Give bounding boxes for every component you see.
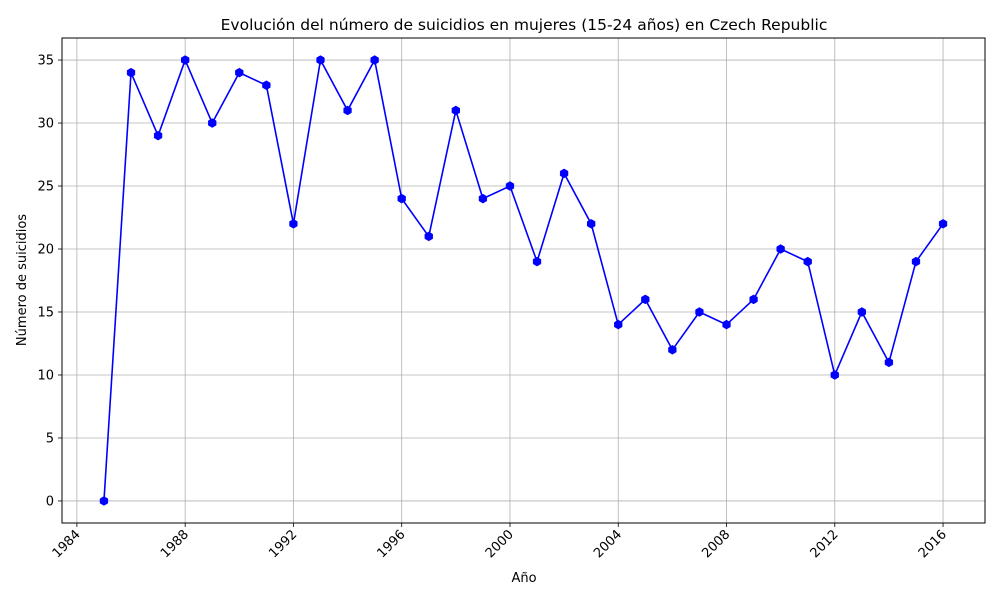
- data-point-marker: [99, 496, 109, 506]
- data-point-marker: [938, 219, 948, 229]
- y-tick-label: 10: [37, 368, 54, 383]
- y-tick-label: 35: [37, 54, 54, 69]
- data-point-marker: [857, 307, 866, 317]
- y-tick-label: 5: [46, 431, 54, 446]
- data-point-marker: [153, 130, 163, 141]
- data-point-marker: [289, 219, 298, 229]
- data-point-marker: [614, 319, 623, 330]
- data-point-marker: [208, 118, 217, 128]
- data-point-marker: [397, 193, 406, 204]
- data-point-marker: [126, 67, 136, 78]
- data-point-marker: [776, 244, 785, 254]
- data-point-marker: [587, 219, 596, 229]
- data-point-marker: [695, 307, 704, 317]
- data-point-marker: [235, 67, 244, 78]
- data-point-marker: [749, 294, 758, 305]
- data-point-marker: [532, 256, 542, 267]
- data-point-marker: [316, 55, 325, 65]
- y-tick-label: 15: [37, 305, 54, 320]
- data-point-marker: [505, 181, 515, 191]
- data-point-marker: [370, 55, 379, 65]
- series-line: [103, 59, 944, 502]
- data-point-marker: [478, 193, 488, 204]
- data-point-marker: [668, 345, 677, 355]
- grid-lines: [62, 38, 985, 523]
- data-point-marker: [830, 370, 839, 380]
- data-point-marker: [424, 231, 433, 242]
- chart-title: Evolución del número de suicidios en muj…: [221, 16, 828, 34]
- data-point-marker: [181, 55, 190, 65]
- data-point-marker: [262, 80, 271, 91]
- series-layer: [99, 55, 948, 506]
- data-point-marker: [722, 319, 731, 330]
- data-point-marker: [451, 105, 460, 116]
- data-point-marker: [641, 294, 650, 305]
- y-tick-label: 0: [46, 494, 54, 509]
- y-tick-label: 25: [37, 180, 54, 195]
- y-axis-label: Número de suicidios: [15, 214, 30, 346]
- data-point-marker: [803, 256, 812, 267]
- y-axis-ticks: 0 5 10 15 20 25 30 35: [37, 54, 62, 509]
- x-axis-label: Año: [511, 571, 536, 586]
- axes-frame: [61, 37, 986, 524]
- data-point-marker: [911, 256, 921, 267]
- y-tick-label: 30: [37, 117, 54, 132]
- data-point-marker: [884, 357, 894, 368]
- data-point-marker: [559, 168, 569, 179]
- data-point-marker: [343, 105, 352, 116]
- y-tick-label: 20: [37, 243, 54, 258]
